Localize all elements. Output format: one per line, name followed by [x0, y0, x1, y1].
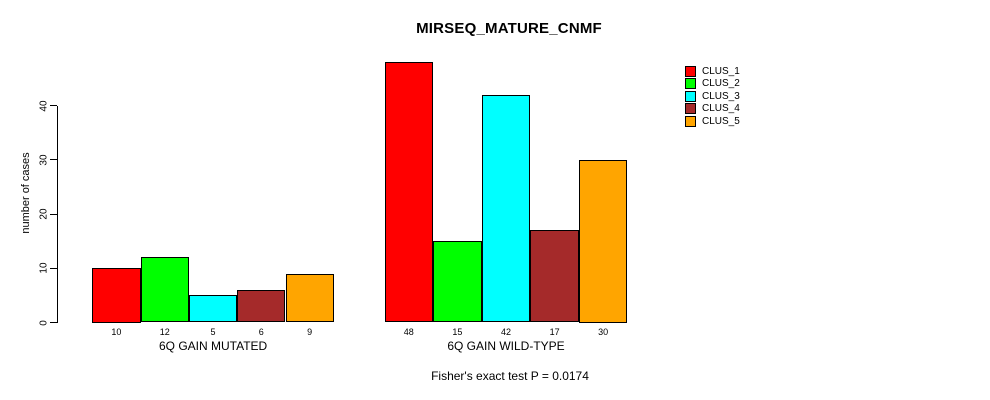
- bar-clus_1-group1: [92, 268, 141, 323]
- group-label-1: 6Q GAIN MUTATED: [158, 339, 268, 353]
- legend-label-clus_3: CLUS_3: [702, 90, 740, 102]
- bar-clus_1-group2: [384, 62, 434, 323]
- legend-swatch-clus_3: [685, 90, 696, 102]
- bar-clus_3-group2: [481, 94, 531, 323]
- bar-value-label: 30: [598, 327, 609, 337]
- bar-value-label: 10: [111, 327, 122, 337]
- bar-clus_4-group2: [530, 230, 579, 323]
- bar-clus_2-group1: [140, 257, 189, 323]
- legend-row-clus_5: CLUS_5: [685, 115, 740, 128]
- bar-value-label: 12: [159, 327, 170, 337]
- bar-clus_4-group1: [237, 289, 286, 323]
- y-tick-label: 20: [38, 208, 50, 220]
- bar-value-label: 6: [258, 327, 264, 337]
- bar-value-label: 48: [403, 327, 414, 337]
- bar-value-label: 9: [307, 327, 313, 337]
- legend-label-clus_5: CLUS_5: [702, 115, 740, 127]
- y-tick: [50, 159, 57, 161]
- y-tick: [50, 213, 57, 215]
- legend: CLUS_1 CLUS_2 CLUS_3 CLUS_4 CLUS_5: [685, 65, 740, 128]
- y-tick-label: 40: [38, 99, 50, 112]
- legend-swatch-clus_2: [685, 78, 696, 90]
- bar-clus_5-group2: [578, 159, 628, 323]
- chart-title: MIRSEQ_MATURE_CNMF: [416, 20, 602, 37]
- bar-value-label: 42: [500, 327, 512, 337]
- legend-swatch-clus_5: [685, 115, 696, 127]
- legend-label-clus_1: CLUS_1: [702, 65, 740, 77]
- y-tick-label: 30: [38, 154, 50, 166]
- y-tick-label: 10: [38, 262, 50, 274]
- legend-swatch-clus_4: [685, 103, 696, 115]
- y-tick: [50, 322, 57, 323]
- y-tick-label: 0: [38, 319, 50, 326]
- bar-clus_5-group1: [285, 273, 334, 323]
- bar-clus_3-group1: [188, 295, 238, 323]
- footnote-fisher-test: Fisher's exact test P = 0.0174: [431, 369, 589, 383]
- legend-swatch-clus_1: [685, 65, 696, 77]
- y-axis-label: number of cases: [20, 152, 32, 234]
- legend-row-clus_3: CLUS_3: [685, 90, 740, 103]
- y-tick: [50, 267, 57, 269]
- legend-row-clus_4: CLUS_4: [685, 103, 740, 116]
- bar-value-label: 5: [210, 327, 216, 337]
- legend-row-clus_2: CLUS_2: [685, 78, 740, 91]
- bar-value-label: 15: [452, 327, 463, 337]
- legend-row-clus_1: CLUS_1: [685, 65, 740, 78]
- legend-label-clus_2: CLUS_2: [702, 78, 740, 90]
- legend-label-clus_4: CLUS_4: [702, 103, 740, 115]
- y-axis-line: [57, 105, 58, 323]
- bar-clus_2-group2: [433, 241, 482, 323]
- group-label-2: 6Q GAIN WILD-TYPE: [447, 339, 565, 353]
- bar-value-label: 17: [549, 327, 560, 337]
- y-tick: [50, 105, 57, 106]
